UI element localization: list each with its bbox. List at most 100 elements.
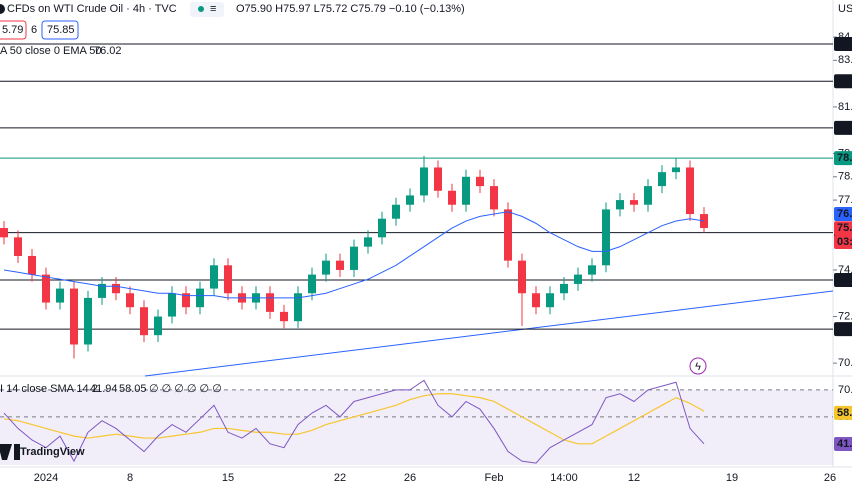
candle-body	[518, 260, 526, 294]
candle-body	[126, 293, 134, 308]
x-tick-label: 14:00	[550, 472, 578, 484]
flash-glyph[interactable]: ϟ	[695, 361, 701, 373]
candle-body	[0, 228, 8, 238]
price-tag	[834, 436, 852, 451]
rsi-indicator: I 14 close SMA 14 2	[0, 383, 98, 395]
candle-body	[672, 167, 680, 173]
candle-body	[196, 288, 204, 308]
candle-body	[84, 297, 92, 345]
empty-values: ∅ ∅ ∅ ∅ ∅ ∅	[149, 383, 222, 395]
candle-body	[322, 260, 330, 275]
y-tick-label: 74.	[838, 264, 852, 276]
x-tick-label: 26	[824, 472, 836, 484]
sma-line	[3, 393, 705, 445]
trend-line	[144, 290, 834, 377]
rsi-band	[0, 389, 833, 465]
candle-body	[602, 209, 610, 266]
ema-value: 76.02	[94, 45, 122, 57]
price-tag-label: 83.	[837, 38, 852, 50]
candle-body	[364, 237, 372, 247]
price-tag-label: 78.	[837, 152, 852, 164]
candle-body	[490, 186, 498, 210]
x-tick-label: 19	[726, 472, 738, 484]
price-tag	[834, 405, 852, 420]
candle-body	[532, 293, 540, 308]
price-tag	[834, 74, 852, 89]
price-tag-label: 58.	[837, 407, 852, 419]
candle-body	[588, 265, 596, 275]
y-tick-label: 81.	[838, 101, 852, 113]
candle-body	[448, 190, 456, 205]
x-tick-label: 22	[334, 472, 346, 484]
candle-body	[308, 274, 316, 294]
x-tick-label: 8	[127, 472, 133, 484]
buy-price[interactable]: 75.85	[47, 24, 75, 36]
price-tag-label: 03:	[837, 236, 852, 248]
candle-body	[644, 186, 652, 205]
candle-body	[294, 293, 302, 322]
candle-body	[14, 237, 22, 256]
status-box	[190, 2, 224, 17]
candle-body	[336, 260, 344, 270]
spread: 6	[31, 24, 37, 36]
candle-body	[112, 283, 120, 294]
candle-body	[420, 167, 428, 196]
y-tick-label: 78.	[838, 171, 852, 183]
price-tag	[834, 120, 852, 135]
sell-box[interactable]	[0, 20, 27, 40]
x-tick-label: 12	[628, 472, 640, 484]
candle-body	[98, 283, 106, 298]
price-tag	[834, 272, 852, 287]
price-tag	[834, 235, 852, 250]
ema-line	[3, 211, 705, 299]
price-tag	[834, 207, 852, 222]
candle-body	[266, 293, 274, 312]
candle-body	[392, 204, 400, 219]
candle-body	[462, 176, 470, 205]
candle-body	[140, 307, 148, 336]
candle-body	[70, 288, 78, 345]
marks: 84.83.81.79.78.77.74.72.70.83.82.80.78.7…	[0, 31, 852, 484]
y-tick-label: 77.	[838, 194, 852, 206]
candle-body	[154, 316, 162, 336]
price-tag-label: 80.	[837, 122, 852, 134]
y-tick-label: 70.	[838, 384, 852, 396]
candle-body	[630, 200, 638, 205]
candle-body	[280, 311, 288, 322]
price-tag	[834, 221, 852, 236]
price-tag	[834, 37, 852, 52]
candle-body	[434, 167, 442, 191]
logo-icon	[0, 444, 20, 460]
symbol-icon	[0, 4, 5, 14]
sell-price[interactable]: 5.79	[2, 24, 23, 36]
x-tick-label: Feb	[485, 472, 504, 484]
candle-body	[378, 218, 386, 238]
price-tag-label: 73.	[837, 274, 852, 286]
price-tag	[834, 151, 852, 166]
price-tag-label: 75.	[837, 222, 852, 234]
candle-body	[406, 195, 414, 205]
logo-text: TradingView	[20, 446, 85, 458]
candle-body	[686, 167, 694, 215]
sma-value: 58.05	[119, 383, 147, 395]
y-tick-label: 83.	[838, 54, 852, 66]
flash-icon[interactable]	[689, 357, 707, 375]
x-tick-label: 2024	[34, 472, 58, 484]
rsi-value: 41.94	[90, 383, 118, 395]
price-tag-label: 76.	[837, 208, 852, 220]
y-tick-label: 70.	[838, 357, 852, 369]
candle-body	[168, 293, 176, 317]
candle-body	[616, 200, 624, 210]
x-tick-label: 26	[404, 472, 416, 484]
y-tick-label: 72.	[838, 310, 852, 322]
ema-indicator: A 50 close 0 EMA 50	[0, 45, 102, 57]
rsi-line	[3, 379, 705, 464]
candle-body	[224, 265, 232, 294]
symbol-title: CFDs on WTI Crude Oil · 4h · TVC	[7, 3, 177, 15]
candle-body	[350, 246, 358, 270]
candle-body	[658, 172, 666, 187]
ohlc-legend: O75.90 H75.97 L75.72 C75.79 −0.10 (−0.13…	[236, 3, 465, 15]
buy-box[interactable]	[41, 20, 79, 40]
